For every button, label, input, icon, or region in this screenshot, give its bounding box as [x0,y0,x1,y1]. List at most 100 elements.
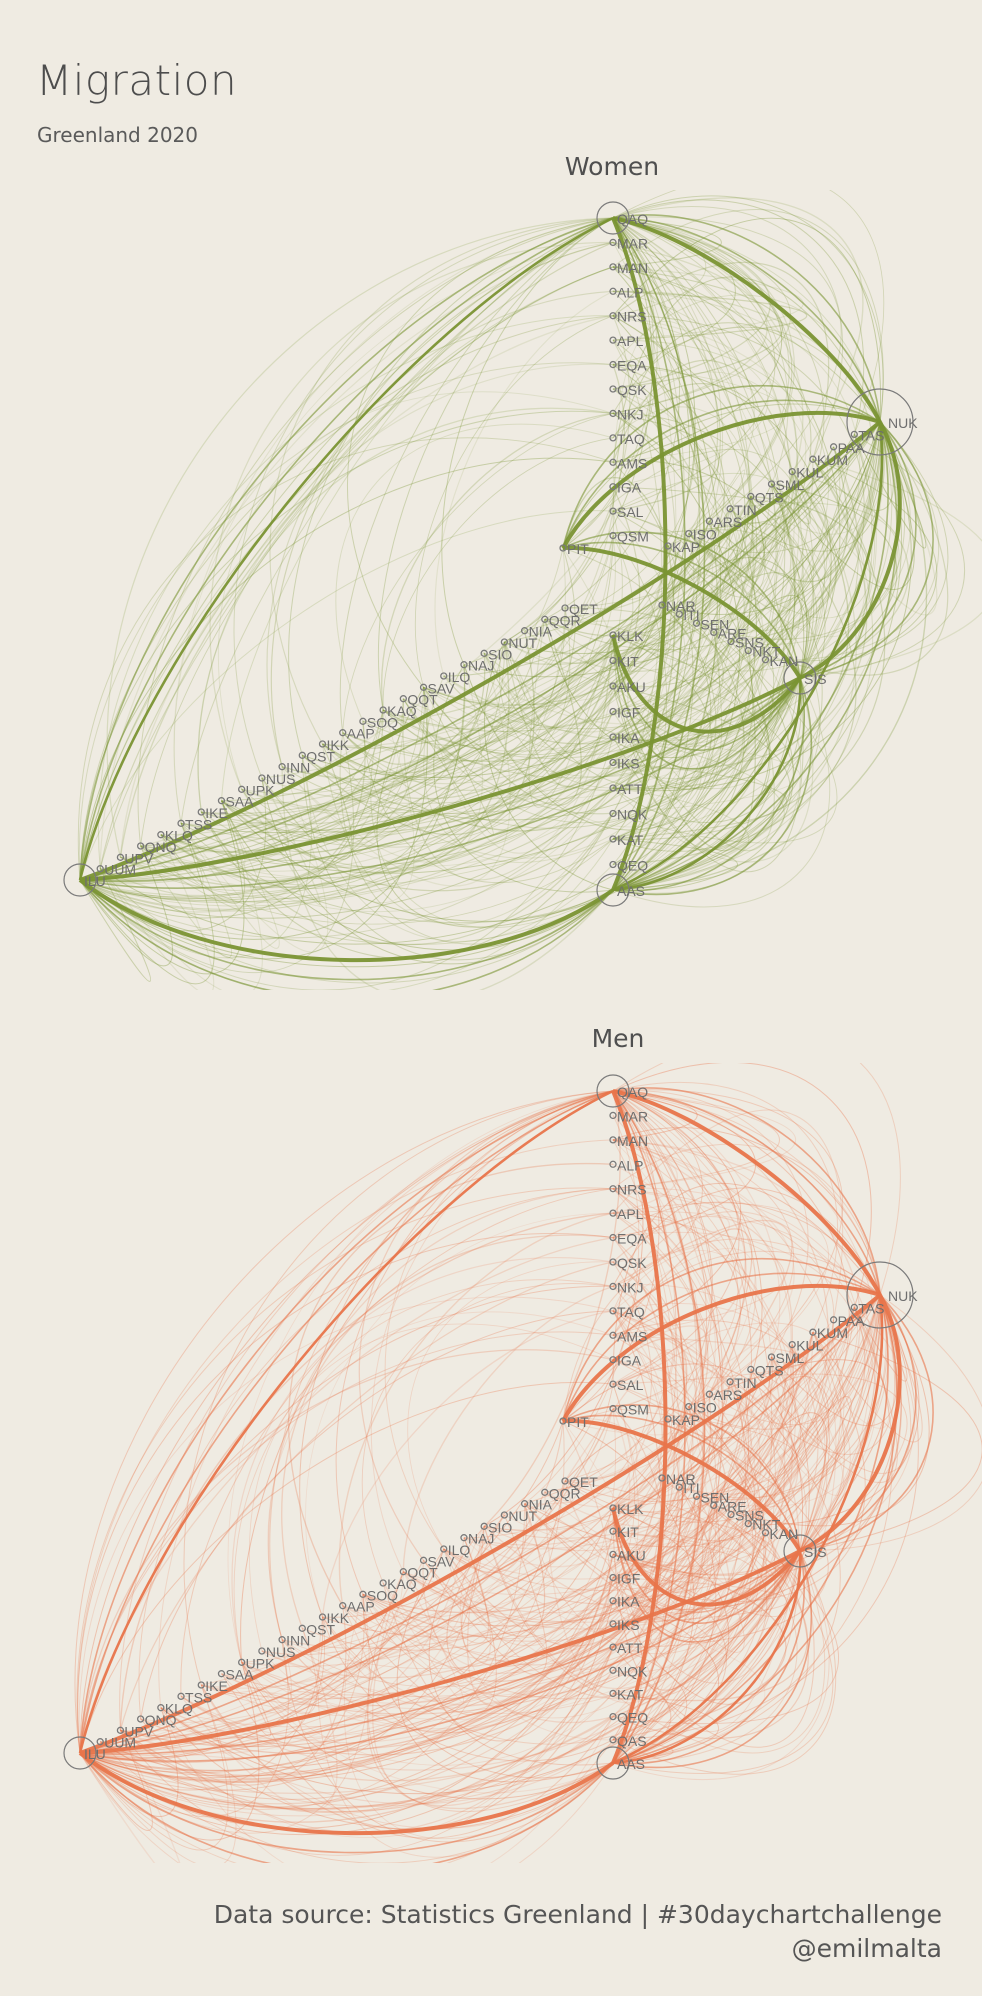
town-node [541,615,549,623]
town-node [783,661,817,695]
migration-edge [612,1220,793,1395]
migration-edge [402,1285,614,1572]
migration-edge [173,241,614,824]
town-node [258,1647,266,1655]
migration-edge [79,1550,801,1810]
migration-edge [180,1505,715,1756]
migration-edge [218,391,614,790]
migration-edge [200,811,614,946]
migration-edge [612,421,928,891]
migration-edge [77,437,614,881]
town-node [609,1643,617,1651]
migration-edge [612,216,842,510]
migration-edge [99,868,614,984]
migration-edge [612,321,772,512]
migration-edge [342,421,881,762]
migration-edge [612,1310,800,1764]
migration-edge [678,1375,830,1552]
migration-edge [261,421,881,779]
migration-edge [612,412,815,679]
town-node [559,544,567,552]
migration-edge [562,547,717,891]
migration-edge [366,1559,614,1810]
migration-edge [79,1356,772,1758]
migration-edge [612,1359,761,1509]
town-node [727,637,735,646]
town-label: IKK [327,737,350,753]
migration-edge [612,1356,793,1718]
migration-edge [750,421,885,535]
migration-edge [612,1090,878,1552]
migration-edge [322,1294,881,1638]
migration-edge [612,761,787,840]
town-node [596,1746,630,1780]
town-label: UUM [104,1735,136,1751]
town-node [136,1715,145,1723]
town-node [744,646,752,655]
migration-edge [402,677,801,815]
migration-flow-edge [79,217,614,881]
migration-edge [612,276,881,463]
migration-flow-edge [79,676,801,882]
migration-flow-edge [612,1089,882,1296]
town-node [846,388,914,456]
town-node [609,1160,617,1168]
town-node [609,1380,617,1388]
migration-edge [362,1594,614,1698]
migration-edge [679,1356,801,1495]
migration-edge [119,1261,614,1731]
migration-edge [612,1507,730,1764]
town-node [829,1316,838,1324]
town-node [850,1303,858,1312]
migration-edge [612,1090,773,1764]
migration-edge [342,1496,697,1674]
migration-edge [79,787,614,919]
town-label: NAR [666,598,696,614]
town-node [609,1550,617,1559]
town-node [339,1602,347,1610]
town-label: KAP [672,539,700,555]
town-node [238,785,246,793]
town-label: ILQ [448,669,471,685]
town-label: TIN [734,502,757,518]
migration-edge [612,421,882,688]
chart-title: Migration [36,56,238,105]
migration-edge [322,545,675,832]
migration-edge [281,496,752,782]
migration-edge [241,1307,855,1667]
town-label: NQK [617,807,648,823]
migration-edge [504,315,631,643]
migration-edge [612,1247,756,1395]
migration-edge [79,1730,153,1831]
migration-edge [342,510,623,762]
migration-edge [180,1188,614,1697]
migration-flow-edge [79,879,614,981]
migration-edge [362,1550,801,1700]
migration-edge [209,241,614,790]
migration-edge [241,1294,881,1663]
migration-edge [612,1090,752,1506]
migration-edge [612,1408,664,1671]
migration-edge [612,266,841,679]
town-node [829,443,838,451]
migration-edge [79,446,835,882]
migration-edge [79,1090,614,1754]
migration-edge [688,434,875,619]
migration-edge [120,547,566,899]
migration-flow-edge [612,677,812,896]
migration-flow-edge [79,879,614,990]
migration-edge [612,1211,859,1515]
town-node [761,1529,770,1537]
migration-edge [562,403,881,549]
migration-edge [79,1307,855,1763]
migration-edge [180,1477,663,1744]
town-label: NUT [508,635,537,651]
migration-edge [612,1188,835,1488]
migration-edge [612,217,736,366]
migration-flow-edge [612,217,706,891]
migration-edge [140,823,232,959]
town-node [726,505,734,513]
town-node [609,1258,617,1266]
migration-edge [562,448,814,679]
town-node [298,751,306,759]
